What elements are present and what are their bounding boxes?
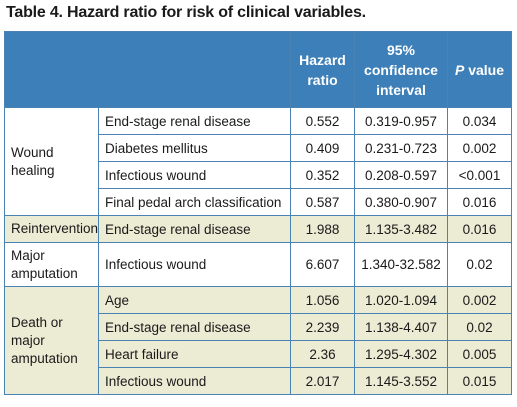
header-p-value: P value [447,31,512,108]
hazard-ratio-cell: 2.239 [290,313,355,341]
p-value-cell: 0.002 [447,134,512,162]
table-row: Death or major amputation Age 1.056 1.02… [4,286,512,395]
variable-cell: End-stage renal disease [98,313,291,341]
variable-cell: End-stage renal disease [98,215,291,243]
variable-cell: Infectious wound [98,161,291,189]
hazard-ratio-cell: 1.056 [290,286,355,314]
header-confidence-interval: 95% confidence interval [354,31,448,108]
table-title: Table 4. Hazard ratio for risk of clinic… [6,4,366,21]
ci-cell: 1.138-4.407 [354,313,448,341]
ci-cell: 1.145-3.552 [354,367,448,395]
hazard-ratio-table: Hazard ratio 95% confidence interval P v… [4,31,512,395]
variable-cell: Diabetes mellitus [98,134,291,162]
ci-cell: 0.319-0.957 [354,107,448,135]
group-label-death-or-major-amputation: Death or major amputation [4,286,99,395]
group-label-major-amputation: Major amputation [4,242,99,287]
hazard-ratio-cell: 1.988 [290,215,355,243]
ci-cell: 0.208-0.597 [354,161,448,189]
group-label-wound-healing: Wound healing [4,107,99,216]
header-row: Hazard ratio 95% confidence interval P v… [4,31,512,108]
hazard-ratio-cell: 0.409 [290,134,355,162]
variable-cell: Final pedal arch classification [98,188,291,216]
p-value-cell: 0.005 [447,340,512,368]
table-row: Final pedal arch classification 0.587 0.… [5,188,512,216]
ci-cell: 1.020-1.094 [354,286,448,314]
p-value-cell: 0.015 [447,367,512,395]
hazard-ratio-cell: 6.607 [290,242,355,287]
hazard-ratio-cell: 0.587 [290,188,355,216]
p-value-cell: 0.02 [447,242,512,287]
p-value-suffix: value [464,61,505,78]
group-label-reintervention: Reintervention [4,215,99,243]
ci-cell: 1.340-32.582 [354,242,448,287]
variable-cell: Infectious wound [98,242,291,287]
ci-cell: 0.231-0.723 [354,134,448,162]
hazard-ratio-cell: 2.36 [290,340,355,368]
p-value-italic-p: P [454,61,465,78]
table-row: Reintervention End-stage renal disease 1… [4,215,512,243]
p-value-cell: 0.034 [447,107,512,135]
hazard-ratio-cell: 2.017 [290,367,355,395]
table-row: Infectious wound 2.017 1.145-3.552 0.015 [5,367,512,395]
ci-cell: 1.135-3.482 [354,215,448,243]
table-row: Wound healing End-stage renal disease 0.… [4,107,512,216]
p-value-cell: 0.02 [447,313,512,341]
table-row: End-stage renal disease 2.239 1.138-4.40… [5,313,512,341]
variable-cell: Infectious wound [98,367,291,395]
ci-cell: 1.295-4.302 [354,340,448,368]
table-row: Diabetes mellitus 0.409 0.231-0.723 0.00… [5,134,512,162]
table-row: Heart failure 2.36 1.295-4.302 0.005 [5,340,512,368]
variable-cell: Age [98,286,291,314]
hazard-ratio-cell: 0.352 [290,161,355,189]
header-blank-cell [4,31,291,108]
hazard-ratio-cell: 0.552 [290,107,355,135]
header-hazard-ratio: Hazard ratio [290,31,355,108]
p-value-cell: 0.016 [447,188,512,216]
variable-cell: End-stage renal disease [98,107,291,135]
ci-cell: 0.380-0.907 [354,188,448,216]
table-row: Infectious wound 0.352 0.208-0.597 <0.00… [5,161,512,189]
p-value-cell: <0.001 [447,161,512,189]
table-row: Major amputation Infectious wound 6.607 … [4,242,512,287]
variable-cell: Heart failure [98,340,291,368]
p-value-cell: 0.016 [447,215,512,243]
p-value-cell: 0.002 [447,286,512,314]
